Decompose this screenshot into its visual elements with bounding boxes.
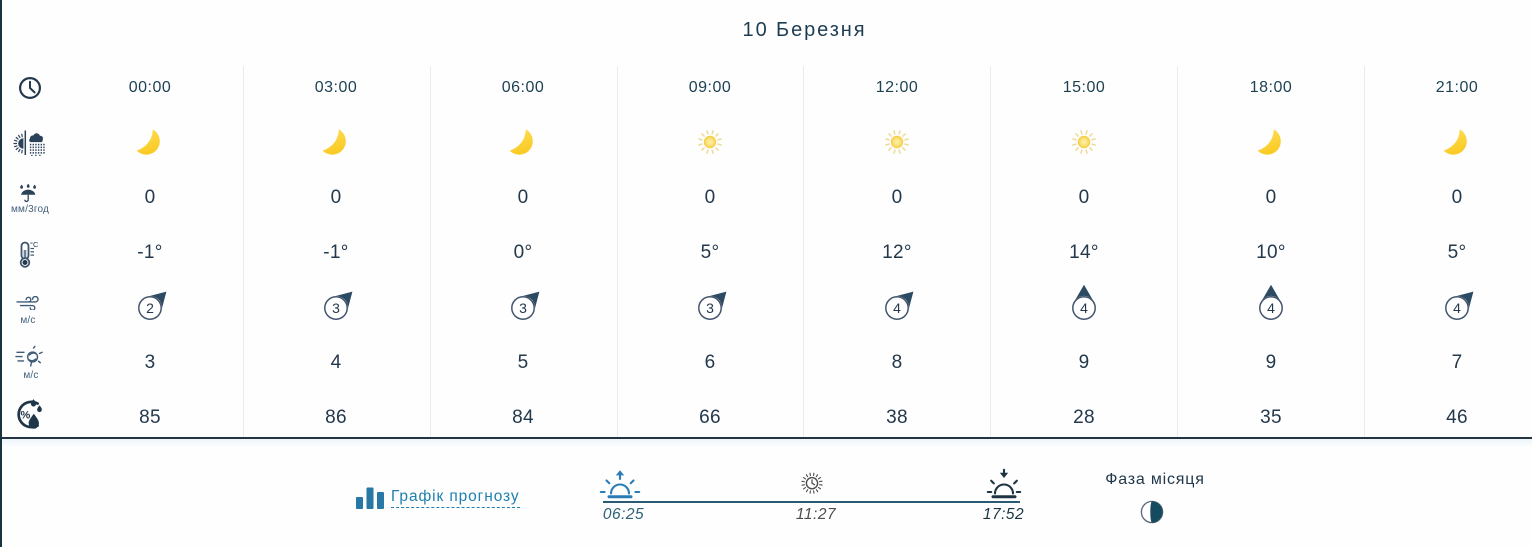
svg-text:4: 4 bbox=[1080, 300, 1088, 316]
svg-text:2: 2 bbox=[146, 300, 154, 316]
svg-text:4: 4 bbox=[1267, 300, 1275, 316]
svg-text:3: 3 bbox=[706, 300, 714, 316]
svg-text:3: 3 bbox=[332, 300, 340, 316]
svg-text:%: % bbox=[21, 410, 31, 422]
svg-text:4: 4 bbox=[1453, 300, 1461, 316]
svg-text:3: 3 bbox=[519, 300, 527, 316]
svg-text:4: 4 bbox=[893, 300, 901, 316]
svg-text:°C: °C bbox=[30, 240, 39, 249]
